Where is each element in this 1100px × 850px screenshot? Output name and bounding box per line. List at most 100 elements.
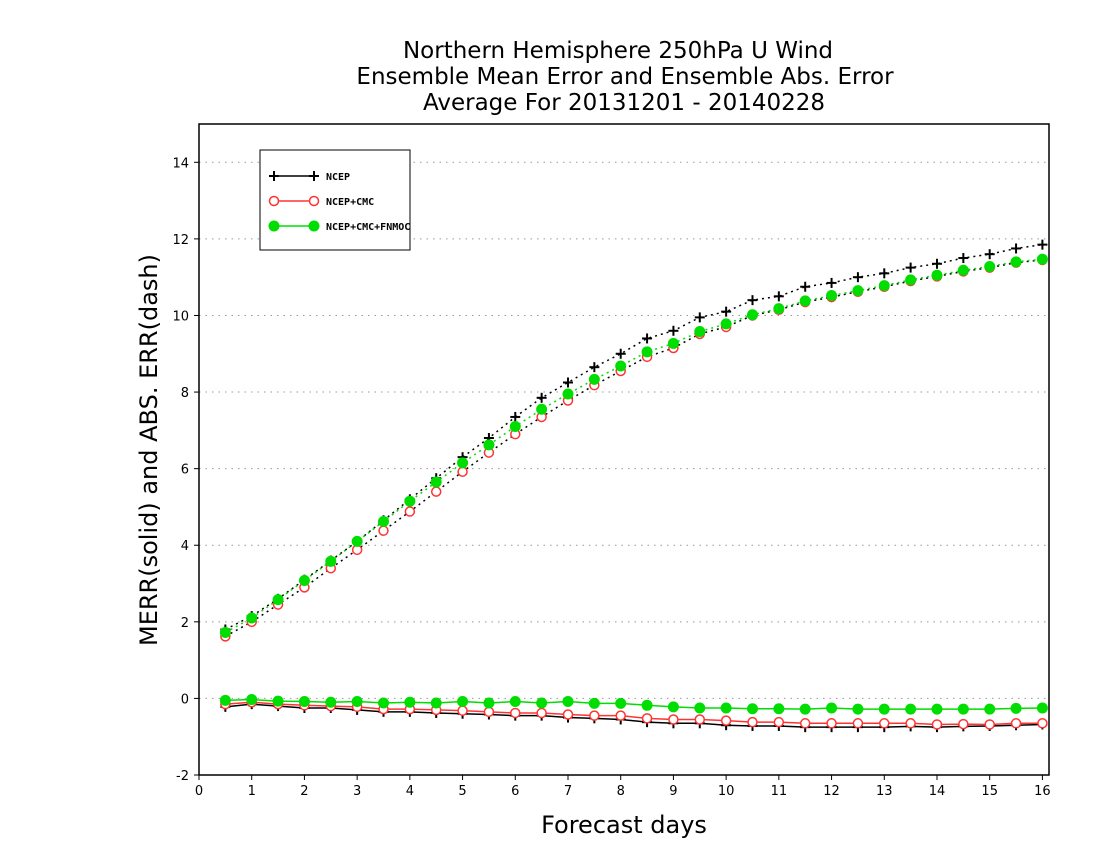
x-tick-label: 12 <box>823 784 840 799</box>
x-tick-label: 1 <box>248 784 256 799</box>
mean-error-point <box>1037 718 1048 729</box>
mean-error-point <box>694 714 706 725</box>
legend-box <box>259 149 411 251</box>
chart-title-line-3: Average For 20131201 - 20140228 <box>423 90 825 116</box>
abs-error-point <box>509 421 521 433</box>
mean-error-point <box>852 703 864 715</box>
abs-error-point <box>1036 253 1048 265</box>
mean-error-point <box>509 695 521 707</box>
y-tick-label: 10 <box>172 309 189 324</box>
abs-error-point <box>773 291 784 302</box>
y-tick-label: 14 <box>172 156 189 171</box>
mean-error-point <box>615 710 626 721</box>
y-axis-ticks: -2 0 2 4 6 8 10 12 14 <box>172 156 199 784</box>
abs-error-point <box>272 594 284 606</box>
abs-error-point <box>457 466 468 477</box>
legend-marker <box>268 195 280 207</box>
mean-error-point <box>246 694 258 706</box>
abs-error-point <box>746 309 758 321</box>
abs-error-point <box>826 277 837 288</box>
mean-error-point <box>536 697 548 709</box>
abs-error-point <box>905 274 917 286</box>
abs-error-point <box>457 457 469 469</box>
mean-error-point <box>773 716 785 728</box>
abs-error-line-ncep-cmc-fnmoc <box>224 258 1043 634</box>
mean-error-point <box>826 718 837 729</box>
abs-error-point <box>404 495 416 507</box>
mean-error-point <box>377 697 389 709</box>
abs-error-point <box>1011 243 1022 254</box>
mean-error-line-ncep-cmc-fnmoc <box>225 698 1043 710</box>
abs-error-point <box>325 555 337 567</box>
y-tick-label: 6 <box>181 463 189 478</box>
mean-error-point <box>958 718 969 730</box>
mean-error-point <box>219 694 231 706</box>
x-tick-label: 15 <box>981 784 998 799</box>
abs-error-point <box>852 285 864 297</box>
mean-error-point <box>984 703 996 715</box>
mean-error-point <box>799 703 811 715</box>
abs-error-point <box>931 269 943 281</box>
x-axis-ticks: 0 1 2 3 4 5 6 7 8 9 10 11 12 13 14 15 16 <box>195 775 1051 799</box>
x-tick-label: 6 <box>511 784 519 799</box>
abs-error-point <box>641 346 653 358</box>
mean-error-point <box>694 702 706 714</box>
mean-error-point <box>667 701 679 713</box>
x-tick-label: 3 <box>353 784 361 799</box>
abs-error-point <box>668 325 679 336</box>
abs-error-point <box>562 388 574 400</box>
abs-error-point <box>430 486 442 497</box>
mean-error-point <box>483 706 495 718</box>
abs-error-point <box>905 262 916 273</box>
abs-error-point <box>378 525 389 536</box>
abs-error-point <box>879 268 890 279</box>
abs-error-point <box>799 295 811 307</box>
abs-error-point <box>747 295 758 306</box>
mean-error-point <box>272 695 284 707</box>
x-tick-label: 0 <box>195 784 203 799</box>
mean-error-point <box>615 697 627 709</box>
abs-error-point <box>298 574 310 586</box>
mean-error-point <box>1036 702 1048 714</box>
mean-error-point <box>878 703 890 715</box>
y-tick-label: -2 <box>176 769 189 784</box>
abs-error-point <box>615 348 626 359</box>
x-tick-label: 7 <box>564 784 572 799</box>
x-tick-label: 11 <box>771 784 788 799</box>
mean-error-point <box>879 718 890 729</box>
abs-error-point <box>826 290 838 302</box>
abs-error-point <box>404 506 416 517</box>
mean-error-point <box>430 697 442 709</box>
legend-marker <box>268 220 280 232</box>
mean-error-point <box>351 695 363 707</box>
mean-error-point <box>773 703 785 715</box>
legend-label: NCEP+CMC+FNMOC <box>326 222 410 233</box>
mean-error-point <box>668 714 679 725</box>
abs-error-point <box>615 360 627 372</box>
mean-error-point <box>589 710 600 721</box>
plot-area-frame <box>198 123 1050 776</box>
series-layer <box>219 239 1048 733</box>
abs-error-point <box>931 258 942 269</box>
mean-error-point <box>483 697 495 709</box>
mean-error-point <box>562 695 574 707</box>
mean-error-point <box>298 695 310 707</box>
abs-error-point <box>536 403 548 415</box>
legend-marker <box>269 171 279 181</box>
x-tick-label: 8 <box>617 784 625 799</box>
abs-error-point <box>377 515 389 527</box>
series-ncep-cmc <box>220 254 1048 730</box>
mean-error-point <box>457 695 469 707</box>
abs-error-point <box>536 392 547 403</box>
mean-error-point <box>957 703 969 715</box>
abs-error-point <box>721 306 732 317</box>
x-axis-label: Forecast days <box>541 811 707 839</box>
abs-error-point <box>878 280 890 292</box>
abs-error-point <box>589 362 600 373</box>
mean-error-point <box>931 719 943 730</box>
abs-error-point <box>1037 239 1048 250</box>
x-tick-label: 4 <box>406 784 414 799</box>
abs-error-point <box>642 333 653 344</box>
mean-error-point <box>747 716 758 728</box>
series-ncep-cmc-fnmoc <box>219 253 1048 715</box>
